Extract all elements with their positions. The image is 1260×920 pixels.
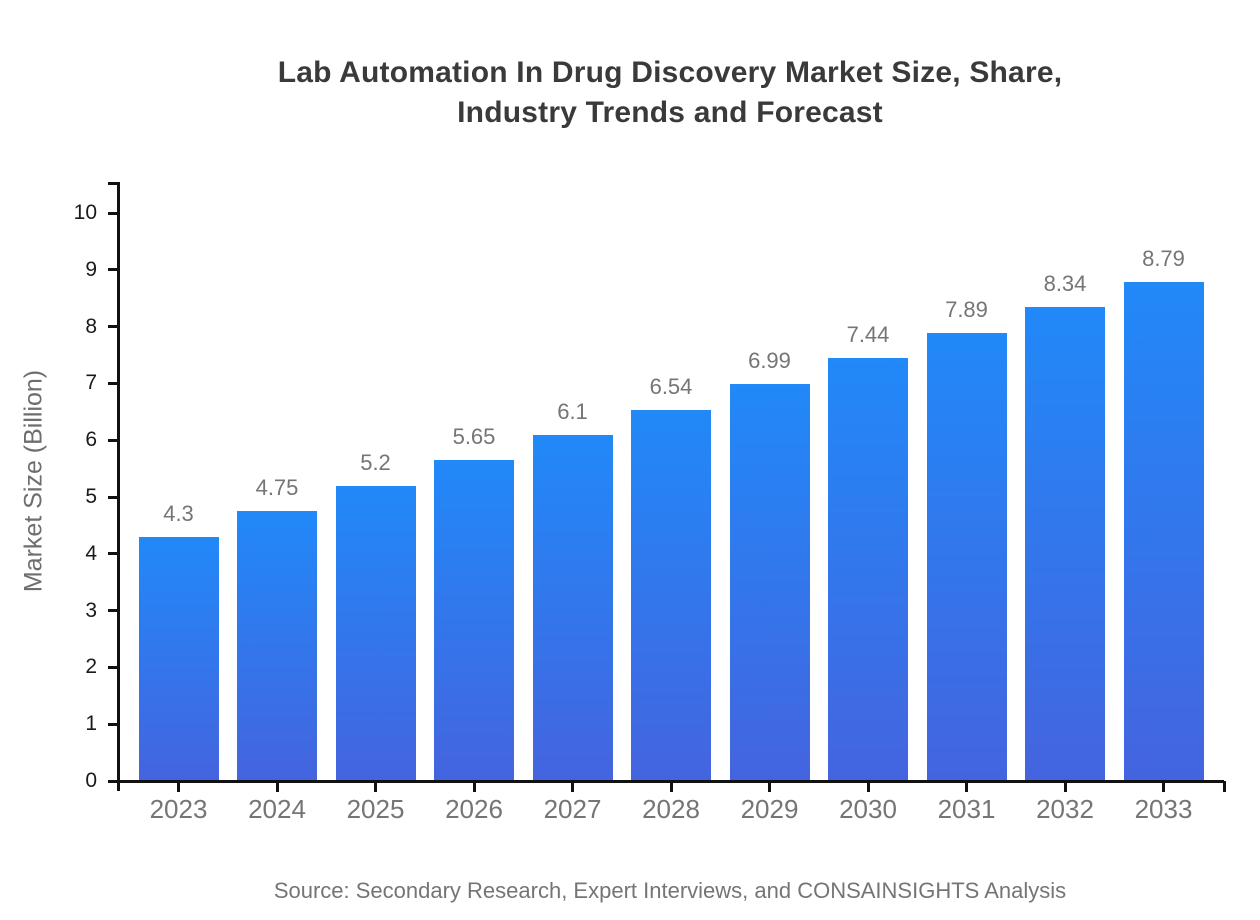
y-tick-label: 8 (85, 314, 97, 338)
chart-title-line-1: Lab Automation In Drug Discovery Market … (277, 56, 1063, 89)
bar (1123, 281, 1204, 780)
y-tick-label: 2 (85, 655, 97, 679)
y-tick (107, 722, 117, 726)
x-tick-label: 2033 (1134, 794, 1193, 824)
y-axis-line (116, 182, 120, 791)
x-tick-label: 2027 (543, 794, 602, 824)
x-axis-end-tick (1222, 781, 1226, 792)
y-tick-label: 6 (85, 428, 97, 452)
x-tick (1063, 781, 1067, 792)
bar (926, 332, 1007, 780)
x-tick (275, 781, 279, 792)
y-axis-end-tick (107, 182, 117, 185)
bar (434, 460, 514, 780)
bar-value-label: 7.89 (945, 296, 988, 322)
y-tick (107, 381, 117, 385)
y-tick (107, 438, 117, 442)
y-tick-label: 1 (85, 712, 97, 736)
bar-value-label: 4.3 (163, 500, 194, 526)
bar (828, 358, 908, 780)
x-tick-label: 2032 (1036, 794, 1094, 824)
x-tick-label: 2025 (346, 794, 405, 824)
bar (532, 434, 613, 780)
x-tick (571, 781, 574, 792)
x-tick (472, 781, 476, 792)
y-tick (107, 552, 117, 556)
bar-value-label: 5.2 (360, 449, 391, 475)
x-tick (177, 781, 180, 792)
bar-value-label: 8.34 (1043, 271, 1087, 297)
y-tick-label: 5 (85, 485, 97, 508)
x-tick (866, 781, 870, 792)
chart-title: Lab Automation In Drug Discovery Market … (118, 53, 1222, 133)
bar (631, 409, 711, 780)
x-tick-label: 2026 (445, 794, 503, 824)
x-tick (965, 781, 968, 792)
bar-value-label: 6.1 (557, 398, 588, 424)
x-tick-label: 2024 (248, 794, 306, 824)
y-tick-label: 9 (85, 257, 97, 281)
y-tick (107, 268, 117, 272)
bar (729, 383, 810, 780)
y-tick-label: 3 (85, 598, 97, 622)
y-tick (107, 665, 117, 669)
bar-value-label: 6.99 (748, 347, 791, 373)
bar (335, 485, 416, 780)
bar-value-label: 5.65 (452, 424, 496, 450)
x-tick (768, 781, 771, 792)
bar (138, 536, 219, 780)
y-tick-label: 4 (85, 541, 97, 565)
x-tick-label: 2030 (839, 794, 897, 824)
y-tick-label: 10 (73, 201, 97, 224)
source-note: Source: Secondary Research, Expert Inter… (273, 878, 1067, 903)
bar (237, 511, 317, 780)
x-tick-label: 2023 (149, 794, 208, 824)
bar-value-label: 4.75 (255, 475, 299, 501)
y-tick-label: 0 (85, 769, 97, 792)
x-tick-label: 2031 (937, 794, 996, 824)
y-axis-title: Market Size (Billion) (19, 369, 48, 593)
x-tick-label: 2029 (740, 794, 799, 824)
bar-value-label: 6.54 (649, 373, 693, 399)
y-tick-label: 7 (85, 371, 97, 395)
y-tick (107, 325, 117, 329)
bar-value-label: 8.79 (1142, 245, 1185, 271)
x-tick (374, 781, 377, 792)
y-tick (107, 779, 117, 783)
x-tick (669, 781, 673, 792)
y-tick (107, 211, 117, 215)
x-tick (1162, 781, 1165, 792)
y-tick (107, 609, 117, 613)
y-tick (107, 495, 117, 499)
x-tick-label: 2028 (642, 794, 700, 824)
bar (1025, 307, 1105, 780)
bar-value-label: 7.44 (846, 322, 890, 348)
chart-title-line-2: Industry Trends and Forecast (457, 96, 883, 129)
